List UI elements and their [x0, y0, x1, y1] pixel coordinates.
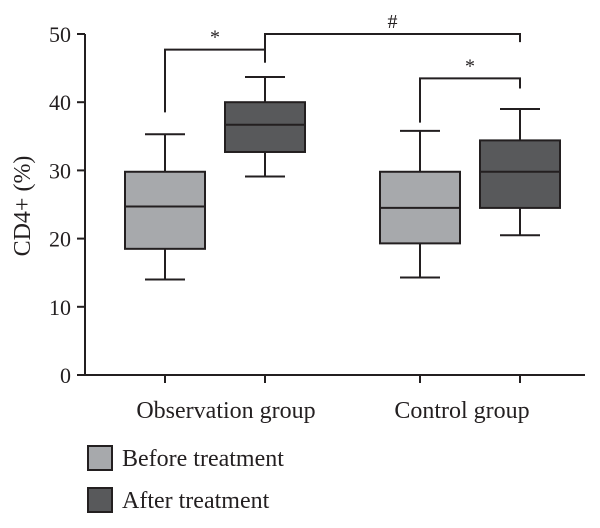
y-axis-label: CD4+ (%)	[10, 156, 36, 257]
y-tick-label: 50	[49, 22, 71, 47]
legend-swatch	[87, 445, 113, 471]
box-plot-box	[379, 129, 461, 279]
legend-label: Before treatment	[122, 446, 284, 472]
legend-item: After treatment	[87, 487, 270, 514]
significance-annotations: * # *	[164, 11, 521, 123]
significance-label: *	[210, 27, 220, 49]
y-tick-label: 0	[60, 363, 71, 388]
box-plot-box	[479, 108, 561, 237]
y-tick-label: 20	[49, 227, 71, 252]
significance-bracket: #	[264, 11, 521, 63]
legend-swatch	[87, 487, 113, 513]
significance-bracket: *	[419, 55, 521, 123]
bracket-line	[419, 77, 521, 123]
significance-bracket: *	[164, 27, 266, 113]
legend-label: After treatment	[122, 488, 270, 514]
y-tick-label: 10	[49, 295, 71, 320]
bracket-line	[264, 33, 521, 63]
axes: 0 10 20 30 40 50 Observation group Control grou…	[49, 22, 585, 424]
significance-label: #	[388, 11, 398, 33]
box-plot-box	[224, 75, 306, 178]
y-tick-label: 40	[49, 90, 71, 115]
iqr-box	[479, 139, 561, 209]
significance-label: *	[465, 55, 475, 77]
iqr-box	[124, 170, 206, 250]
y-tick-label: 30	[49, 158, 71, 183]
x-category-label: Control group	[394, 398, 529, 424]
iqr-box	[224, 101, 306, 153]
box-plot-series	[124, 75, 561, 281]
legend: Before treatment After treatment	[87, 445, 284, 514]
box-plot-box	[124, 133, 206, 281]
legend-item: Before treatment	[87, 445, 284, 472]
x-category-label: Observation group	[136, 398, 315, 424]
